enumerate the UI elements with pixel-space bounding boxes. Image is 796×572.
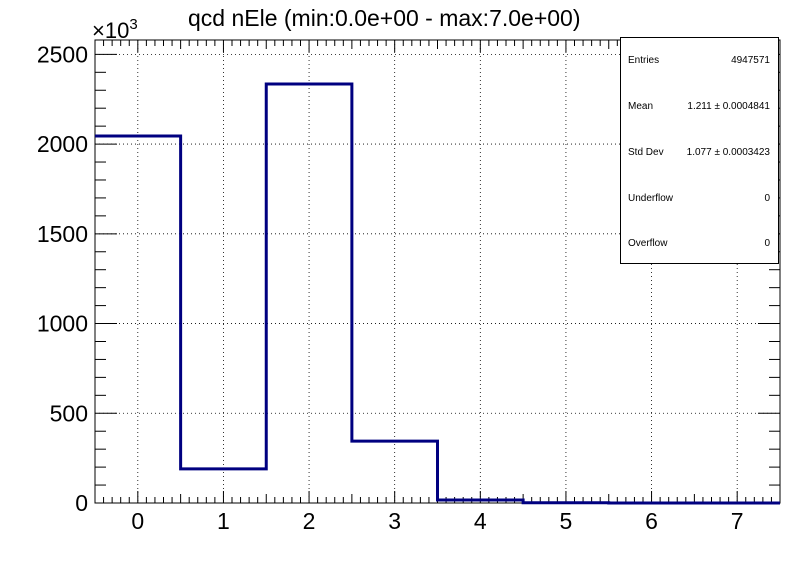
stats-label: Overflow — [628, 238, 668, 249]
stats-row: Overflow 0 — [628, 238, 770, 252]
y-tick-label: 2500 — [37, 41, 88, 67]
stats-value: 1.211 ± 0.0004841 — [687, 101, 770, 112]
y-multiplier-base: ×10 — [92, 18, 129, 43]
x-tick-label: 3 — [388, 508, 401, 534]
chart-title: qcd nEle (min:0.0e+00 - max:7.0e+00) — [188, 5, 581, 31]
x-tick-label: 6 — [645, 508, 658, 534]
y-multiplier-exponent: 3 — [129, 16, 137, 33]
stats-label: Std Dev — [628, 147, 664, 158]
stats-label: Entries — [628, 55, 660, 66]
y-tick-label: 1000 — [37, 311, 88, 337]
stats-value: 0 — [764, 238, 770, 249]
y-tick-label: 2000 — [37, 131, 88, 157]
x-tick-label: 7 — [731, 508, 744, 534]
x-tick-label: 1 — [217, 508, 230, 534]
x-tick-label: 2 — [303, 508, 316, 534]
x-tick-label: 4 — [474, 508, 487, 534]
stats-label: Underflow — [628, 193, 674, 204]
stats-row: Std Dev 1.077 ± 0.0003423 — [628, 147, 770, 161]
x-tick-label: 0 — [131, 508, 144, 534]
y-axis-multiplier: ×103 — [92, 16, 138, 43]
stats-row: Entries 4947571 — [628, 55, 770, 69]
tick-labels: 0 1 2 3 4 5 6 7 0 500 1000 1500 2000 2500 — [37, 41, 744, 534]
stats-value: 1.077 ± 0.0003423 — [686, 147, 770, 158]
stats-row: Mean 1.211 ± 0.0004841 — [628, 101, 770, 115]
stats-value: 0 — [764, 193, 770, 204]
stats-row: Underflow 0 — [628, 193, 770, 207]
y-tick-label: 0 — [75, 490, 88, 516]
statistics-box: Entries 4947571 Mean 1.211 ± 0.0004841 Std D… — [620, 37, 779, 264]
histogram-line — [95, 82, 780, 505]
y-tick-label: 500 — [50, 400, 88, 426]
histogram-series — [95, 82, 780, 505]
stats-label: Mean — [628, 101, 654, 112]
stats-value: 4947571 — [731, 55, 770, 66]
x-tick-label: 5 — [560, 508, 573, 534]
y-tick-label: 1500 — [37, 221, 88, 247]
